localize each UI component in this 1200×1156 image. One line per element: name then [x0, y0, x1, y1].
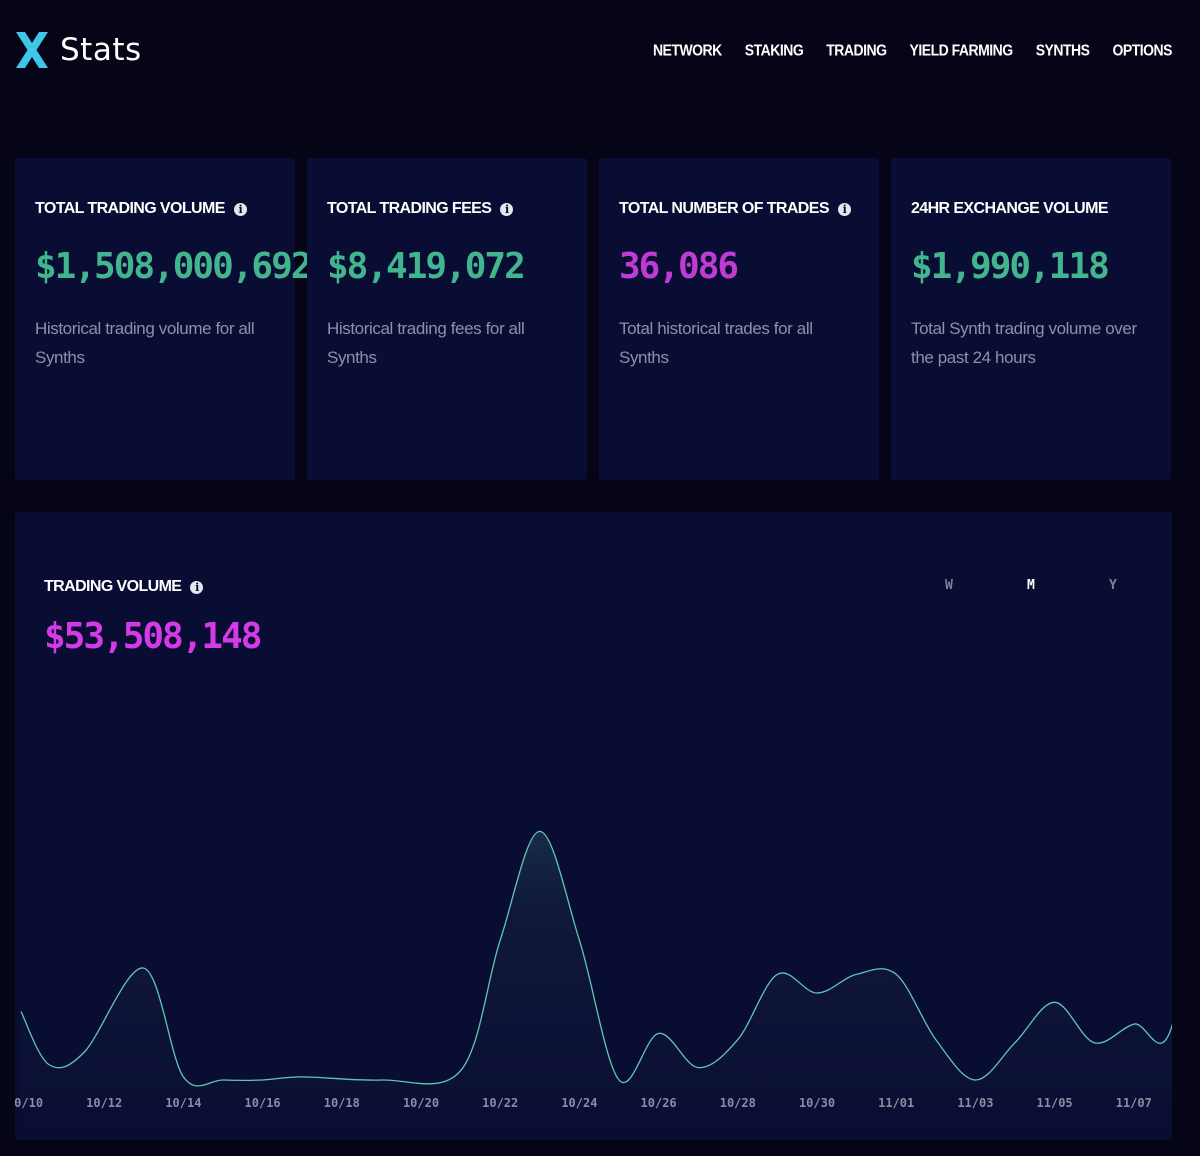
- x-tick-label: 10/30: [799, 1096, 835, 1110]
- x-tick-label: 10/20: [403, 1096, 439, 1110]
- card-description: Historical trading volume for all Synths: [35, 319, 255, 367]
- period-tab-year[interactable]: Y: [1109, 578, 1117, 593]
- nav-yield-farming[interactable]: YIELD FARMING: [909, 40, 1014, 60]
- stat-card-24hr-exchange-volume: 24HR EXCHANGE VOLUME $1,990,118 Total Sy…: [891, 158, 1171, 480]
- trading-volume-chart: 10/10 10/12 10/14 10/16 10/18 10/20 10/22 10/24…: [15, 723, 1172, 1140]
- period-tab-month[interactable]: M: [1027, 578, 1035, 593]
- x-tick-label: 10/26: [641, 1096, 677, 1110]
- info-icon[interactable]: i: [500, 202, 514, 216]
- nav-synths[interactable]: SYNTHS: [1035, 40, 1090, 60]
- x-tick-label: 11/05: [1037, 1096, 1073, 1110]
- chart-title: TRADING VOLUME i: [44, 578, 204, 596]
- period-tab-week[interactable]: W: [945, 578, 953, 593]
- nav-options[interactable]: OPTIONS: [1112, 40, 1172, 60]
- card-title-text: TOTAL NUMBER OF TRADES: [619, 200, 830, 217]
- card-description: Historical trading fees for all Synths: [327, 319, 525, 367]
- logo[interactable]: Stats: [14, 30, 142, 70]
- card-value: $8,419,072: [327, 246, 526, 287]
- stat-card-total-number-of-trades: TOTAL NUMBER OF TRADES i 36,086 Total hi…: [599, 158, 879, 480]
- nav-network[interactable]: NETWORK: [652, 40, 722, 60]
- volume-series-line[interactable]: [20, 723, 1172, 1089]
- card-title: 24HR EXCHANGE VOLUME: [911, 200, 1109, 218]
- x-tick-label: 10/28: [720, 1096, 756, 1110]
- trading-volume-panel: 10/10 10/12 10/14 10/16 10/18 10/20 10/22 10/24…: [15, 512, 1172, 1140]
- chart-title-text: TRADING VOLUME: [44, 578, 182, 595]
- x-tick-label: 11/03: [957, 1096, 993, 1110]
- card-title: TOTAL TRADING FEES i: [327, 200, 514, 218]
- x-tick-label: 10/14: [165, 1096, 201, 1110]
- card-title: TOTAL NUMBER OF TRADES i: [619, 200, 851, 218]
- x-tick-label: 11/01: [878, 1096, 914, 1110]
- chart-total-value: $53,508,148: [44, 616, 262, 657]
- x-tick-label: 10/12: [86, 1096, 122, 1110]
- x-tick-label: 10/22: [482, 1096, 518, 1110]
- synthetix-logo-icon: [16, 32, 48, 68]
- nav-trading[interactable]: TRADING: [826, 40, 887, 60]
- x-tick-label: 10/24: [561, 1096, 597, 1110]
- card-title-text: TOTAL TRADING FEES: [327, 200, 492, 217]
- card-value: 36,086: [619, 246, 739, 287]
- stat-card-total-trading-volume: TOTAL TRADING VOLUME i $1,508,000,692 Hi…: [15, 158, 312, 480]
- info-icon[interactable]: i: [233, 202, 247, 216]
- nav-staking[interactable]: STAKING: [744, 40, 804, 60]
- logo-text: Stats: [60, 32, 142, 68]
- stat-card-total-trading-fees: TOTAL TRADING FEES i $8,419,072 Historic…: [307, 158, 587, 480]
- card-title-text: TOTAL TRADING VOLUME: [35, 200, 225, 217]
- x-tick-label: 10/16: [245, 1096, 281, 1110]
- x-tick-label: 10/10: [15, 1096, 43, 1110]
- card-title: TOTAL TRADING VOLUME i: [35, 200, 247, 218]
- card-description: Total Synth trading volume over the past…: [911, 319, 1137, 367]
- card-value: $1,508,000,692: [35, 246, 312, 287]
- period-tabs: W M Y: [940, 578, 1140, 598]
- card-title-text: 24HR EXCHANGE VOLUME: [911, 200, 1109, 217]
- card-description: Total historical trades for all Synths: [619, 319, 813, 367]
- main-nav: NETWORK STAKING TRADING YIELD FARMING SY…: [652, 40, 1173, 60]
- info-icon[interactable]: i: [837, 202, 851, 216]
- x-tick-label: 10/18: [324, 1096, 360, 1110]
- x-tick-label: 11/07: [1116, 1096, 1152, 1110]
- volume-area-fill: [21, 831, 1172, 1140]
- card-value: $1,990,118: [911, 246, 1110, 287]
- header: Stats NETWORK STAKING TRADING YIELD FARM…: [0, 0, 1200, 110]
- info-icon[interactable]: i: [190, 580, 204, 594]
